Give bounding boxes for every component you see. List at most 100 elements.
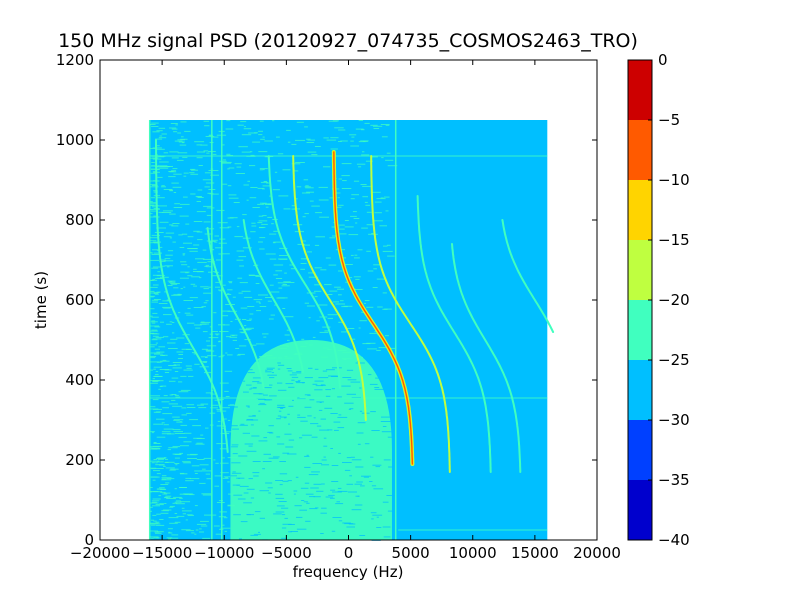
noise-speck [161, 185, 165, 187]
noise-speck [369, 383, 378, 385]
noise-speck [381, 416, 390, 418]
noise-speck [246, 450, 257, 452]
noise-speck [373, 268, 377, 270]
noise-speck [168, 380, 176, 382]
noise-speck [168, 531, 171, 533]
noise-speck [150, 209, 153, 211]
noise-speck [249, 197, 257, 199]
noise-speck [361, 129, 365, 131]
noise-speck [153, 491, 163, 493]
noise-speck [288, 423, 291, 425]
noise-speck [184, 130, 191, 132]
noise-speck [203, 457, 213, 459]
noise-speck [285, 282, 295, 283]
noise-speck [258, 134, 263, 136]
noise-speck [296, 371, 302, 373]
noise-speck [338, 129, 346, 131]
noise-speck [362, 151, 365, 153]
noise-speck [354, 257, 360, 259]
noise-speck [219, 382, 229, 384]
noise-speck [284, 316, 294, 318]
noise-speck [155, 532, 162, 534]
noise-speck [366, 211, 372, 213]
noise-speck [171, 399, 176, 401]
noise-speck [186, 322, 195, 324]
noise-speck [273, 241, 281, 243]
noise-speck [244, 443, 254, 445]
noise-speck [150, 476, 158, 478]
noise-speck [334, 286, 341, 288]
noise-speck [171, 294, 181, 296]
noise-speck [160, 484, 169, 485]
noise-speck [338, 270, 343, 272]
noise-speck [191, 169, 194, 171]
noise-speck [358, 120, 363, 121]
noise-speck [330, 413, 338, 414]
noise-speck [259, 402, 265, 404]
noise-speck [230, 321, 233, 322]
noise-speck [182, 142, 185, 144]
noise-speck [282, 480, 289, 482]
noise-speck [216, 409, 222, 411]
noise-speck [205, 392, 213, 394]
noise-speck [361, 227, 368, 229]
noise-speck [259, 517, 265, 519]
noise-speck [149, 446, 160, 448]
noise-speck [210, 393, 216, 395]
noise-speck [156, 473, 161, 475]
noise-speck [203, 292, 212, 294]
noise-speck [168, 281, 176, 283]
noise-speck [251, 435, 260, 437]
noise-speck [267, 374, 277, 376]
noise-speck [212, 239, 218, 241]
noise-speck [295, 476, 299, 478]
noise-speck [167, 342, 176, 344]
noise-speck [240, 423, 245, 425]
noise-speck [356, 432, 364, 434]
noise-speck [208, 170, 219, 171]
noise-speck [213, 525, 220, 527]
noise-speck [222, 183, 228, 185]
noise-speck [305, 520, 311, 522]
noise-speck [150, 124, 156, 125]
noise-speck [216, 502, 225, 503]
noise-speck [197, 189, 203, 191]
noise-speck [277, 404, 285, 406]
noise-speck [292, 372, 302, 374]
noise-speck [212, 153, 217, 155]
noise-speck [308, 474, 319, 476]
noise-speck [196, 442, 203, 444]
noise-speck [241, 151, 251, 153]
noise-speck [196, 523, 207, 525]
noise-speck [199, 464, 209, 466]
noise-speck [333, 421, 341, 423]
noise-speck [163, 260, 174, 262]
colorbar-band [628, 180, 652, 240]
noise-speck [202, 537, 211, 539]
noise-speck [168, 517, 179, 519]
noise-speck [316, 401, 324, 403]
noise-speck [293, 493, 296, 495]
noise-speck [199, 482, 206, 484]
noise-speck [303, 501, 308, 503]
y-tick-label: 800 [65, 211, 94, 229]
noise-speck [239, 265, 244, 267]
noise-speck [205, 136, 215, 137]
noise-speck [173, 419, 184, 421]
noise-speck [346, 328, 355, 329]
noise-speck [151, 322, 156, 324]
noise-speck [227, 354, 233, 356]
noise-speck [275, 270, 283, 272]
noise-speck [234, 163, 242, 165]
noise-speck [219, 331, 229, 332]
noise-speck [151, 126, 159, 127]
noise-speck [279, 416, 287, 418]
x-tick-label: 15000 [511, 544, 559, 562]
noise-speck [178, 234, 183, 236]
noise-speck [227, 457, 238, 459]
noise-speck [250, 154, 255, 156]
noise-speck [276, 406, 286, 408]
noise-speck [163, 428, 174, 430]
noise-speck [186, 314, 194, 316]
noise-speck [162, 493, 168, 495]
